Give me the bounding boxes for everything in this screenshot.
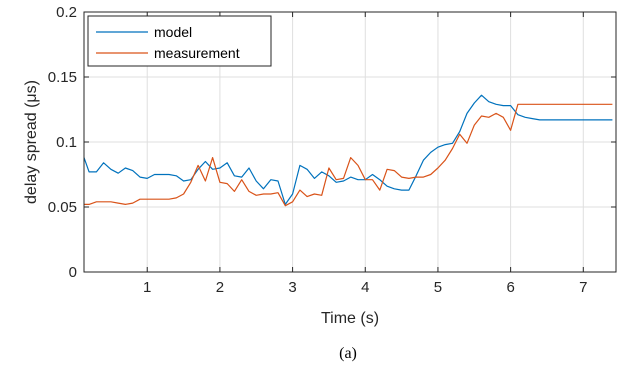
series-line-measurement xyxy=(84,103,613,207)
legend-entry-model: model xyxy=(154,24,192,40)
y-axis-label: delay spread (μs) xyxy=(23,80,40,204)
y-tick-label: 0.2 xyxy=(56,4,77,21)
y-tick-label: 0.1 xyxy=(56,134,77,151)
x-tick-label: 5 xyxy=(434,279,442,296)
x-axis-label: Time (s) xyxy=(321,310,379,327)
series-line-model xyxy=(83,94,613,205)
x-tick-label: 3 xyxy=(288,279,296,296)
legend-entry-measurement: measurement xyxy=(154,45,240,61)
y-tick-label: 0 xyxy=(69,264,77,281)
legend: model measurement xyxy=(87,15,272,67)
x-tick-label: 1 xyxy=(143,279,151,296)
x-tick-label: 4 xyxy=(361,279,369,296)
x-tick-label: 6 xyxy=(506,279,514,296)
x-tick-label: 7 xyxy=(579,279,587,296)
y-tick-label: 0.15 xyxy=(48,69,77,86)
axis-ticks: 1 2 3 4 5 6 7 0 0.05 0.1 0.15 0.2 xyxy=(48,4,616,296)
x-tick-label: 2 xyxy=(216,279,224,296)
legend-box xyxy=(87,15,272,67)
plot-series xyxy=(83,94,613,207)
figure-caption: (a) xyxy=(339,345,357,362)
y-tick-label: 0.05 xyxy=(48,199,77,216)
